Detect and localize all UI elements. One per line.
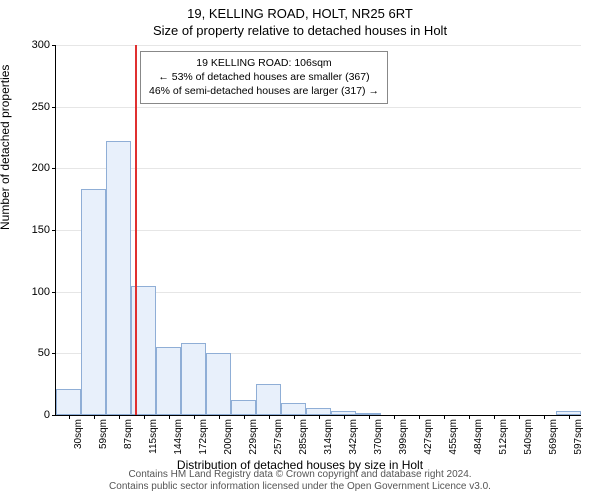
xtick-mark	[444, 415, 445, 419]
annotation-line3: 46% of semi-detached houses are larger (…	[149, 84, 379, 98]
xtick-mark	[419, 415, 420, 419]
footer-attribution: Contains HM Land Registry data © Crown c…	[0, 469, 600, 493]
chart-title-line2: Size of property relative to detached ho…	[0, 23, 600, 38]
ytick-mark	[52, 292, 56, 293]
xtick-mark	[294, 415, 295, 419]
xtick-label: 399sqm	[398, 419, 409, 455]
ytick-mark	[52, 107, 56, 108]
xtick-label: 540sqm	[523, 419, 534, 455]
xtick-label: 115sqm	[148, 419, 159, 454]
xtick-label: 144sqm	[173, 419, 184, 455]
xtick-label: 285sqm	[298, 419, 309, 455]
xtick-label: 342sqm	[348, 419, 359, 455]
histogram-bar	[231, 400, 256, 415]
histogram-bar	[81, 189, 106, 415]
xtick-mark	[69, 415, 70, 419]
xtick-label: 484sqm	[473, 419, 484, 455]
xtick-label: 172sqm	[198, 419, 209, 455]
plot-area: 05010015020025030030sqm59sqm87sqm115sqm1…	[55, 45, 581, 416]
ytick-label: 50	[38, 347, 50, 359]
ytick-mark	[52, 415, 56, 416]
xtick-mark	[394, 415, 395, 419]
xtick-mark	[94, 415, 95, 419]
chart-container: 19, KELLING ROAD, HOLT, NR25 6RT Size of…	[0, 0, 600, 500]
xtick-label: 455sqm	[448, 419, 459, 455]
xtick-mark	[319, 415, 320, 419]
xtick-mark	[469, 415, 470, 419]
footer-line1: Contains HM Land Registry data © Crown c…	[0, 469, 600, 481]
xtick-mark	[369, 415, 370, 419]
ytick-label: 0	[44, 409, 50, 421]
ytick-mark	[52, 45, 56, 46]
xtick-label: 370sqm	[373, 419, 384, 455]
xtick-mark	[494, 415, 495, 419]
xtick-label: 512sqm	[498, 419, 509, 455]
histogram-bar	[281, 403, 306, 415]
ytick-label: 200	[32, 162, 50, 174]
xtick-mark	[544, 415, 545, 419]
xtick-label: 257sqm	[273, 419, 284, 455]
xtick-mark	[119, 415, 120, 419]
xtick-label: 87sqm	[123, 419, 134, 449]
chart-title-line1: 19, KELLING ROAD, HOLT, NR25 6RT	[0, 6, 600, 21]
ytick-mark	[52, 230, 56, 231]
xtick-label: 569sqm	[548, 419, 559, 455]
xtick-label: 314sqm	[323, 419, 334, 455]
xtick-mark	[169, 415, 170, 419]
ytick-mark	[52, 353, 56, 354]
reference-line	[135, 45, 137, 415]
histogram-bar	[256, 384, 281, 415]
histogram-bar	[306, 408, 331, 415]
ytick-label: 150	[32, 224, 50, 236]
histogram-bar	[181, 343, 206, 415]
xtick-label: 59sqm	[98, 419, 109, 449]
xtick-mark	[219, 415, 220, 419]
histogram-bar	[56, 389, 81, 415]
xtick-label: 229sqm	[248, 419, 259, 455]
xtick-label: 597sqm	[573, 419, 584, 455]
ytick-label: 250	[32, 101, 50, 113]
xtick-label: 427sqm	[423, 419, 434, 455]
ytick-mark	[52, 168, 56, 169]
ytick-label: 100	[32, 286, 50, 298]
histogram-bar	[206, 353, 231, 415]
histogram-bar	[156, 347, 181, 415]
xtick-mark	[144, 415, 145, 419]
xtick-mark	[344, 415, 345, 419]
histogram-bar	[106, 141, 131, 415]
xtick-mark	[269, 415, 270, 419]
y-axis-label: Number of detached properties	[0, 65, 12, 230]
footer-line2: Contains public sector information licen…	[0, 481, 600, 493]
xtick-label: 30sqm	[73, 419, 84, 449]
annotation-box: 19 KELLING ROAD: 106sqm ← 53% of detache…	[140, 51, 388, 104]
xtick-mark	[194, 415, 195, 419]
ytick-label: 300	[32, 39, 50, 51]
xtick-mark	[244, 415, 245, 419]
xtick-mark	[519, 415, 520, 419]
annotation-line2: ← 53% of detached houses are smaller (36…	[149, 70, 379, 84]
xtick-mark	[569, 415, 570, 419]
annotation-line1: 19 KELLING ROAD: 106sqm	[149, 56, 379, 70]
xtick-label: 200sqm	[223, 419, 234, 455]
